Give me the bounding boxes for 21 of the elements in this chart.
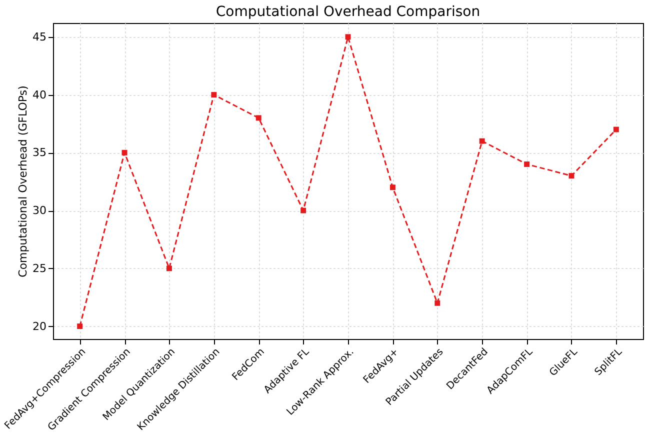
point bbox=[479, 138, 485, 144]
point bbox=[390, 184, 396, 190]
y-axis-title: Computational Overhead (GFLOPs) bbox=[16, 86, 30, 278]
point bbox=[256, 115, 262, 121]
y-tick-label: 20 bbox=[32, 320, 46, 333]
point bbox=[568, 173, 574, 179]
point bbox=[345, 34, 351, 40]
point bbox=[613, 126, 619, 132]
point bbox=[300, 208, 306, 214]
y-tick-label: 30 bbox=[32, 204, 46, 218]
y-tick-label: 25 bbox=[32, 262, 46, 275]
chart-title: Computational Overhead Comparison bbox=[216, 4, 480, 20]
point bbox=[211, 92, 217, 98]
y-tick-label: 35 bbox=[32, 146, 46, 160]
point bbox=[77, 324, 83, 330]
point bbox=[434, 300, 440, 306]
point bbox=[524, 161, 530, 167]
y-tick-label: 45 bbox=[32, 30, 46, 44]
point bbox=[122, 150, 128, 156]
y-tick-label: 40 bbox=[32, 88, 46, 102]
point bbox=[166, 266, 172, 272]
